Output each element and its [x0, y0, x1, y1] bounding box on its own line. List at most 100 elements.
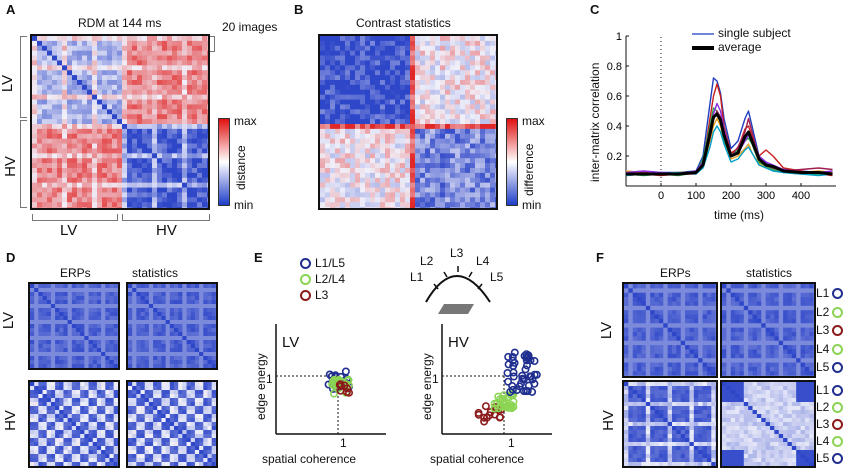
lv-scatter-point — [344, 388, 353, 397]
f-side-label-l1: L1 — [816, 284, 844, 303]
hv-scatter-point — [519, 387, 528, 396]
panel-letter-c: C — [590, 2, 600, 17]
series-line-average — [626, 112, 833, 176]
scatter-lv-xtick: 1 — [340, 436, 347, 450]
y-tick-label: 0.4 — [607, 121, 622, 133]
f-side-label-l4: L4 — [816, 340, 844, 359]
hv-scatter-point — [504, 352, 513, 361]
panel-letter-f: F — [596, 250, 604, 265]
legend-l1-l5: L1/L5 — [300, 256, 345, 270]
diagram-label-l4: L4 — [476, 254, 490, 268]
hv-scatter-point — [503, 368, 512, 377]
scatter-lv-title: LV — [282, 334, 300, 351]
f-hv-stats-matrix — [720, 380, 816, 468]
scatter-hv-xlabel: spatial coherence — [430, 452, 525, 466]
f-side-label-dot — [832, 385, 844, 397]
hv-scatter-point — [508, 356, 517, 365]
legend-l3-label: L3 — [315, 288, 329, 302]
panel-f-header-statistics: statistics — [746, 266, 793, 280]
lv-scatter-point — [335, 380, 344, 389]
diagram-label-l1: L1 — [410, 270, 424, 284]
diagram-label-l5: L5 — [490, 270, 504, 284]
f-side-label-dot — [832, 402, 844, 414]
f-side-label-text: L5 — [816, 451, 830, 465]
legend-l2-l4: L2/L4 — [300, 272, 345, 286]
f-side-label-dot — [832, 419, 844, 431]
hv-scatter-point — [480, 417, 489, 426]
x-tick-label: 100 — [687, 190, 705, 202]
f-side-label-text: L3 — [816, 417, 830, 431]
legend-l1-l5-label: L1/L5 — [315, 256, 346, 270]
contrast-matrix — [318, 34, 498, 210]
panel-d-header-statistics: statistics — [132, 266, 179, 280]
hv-scatter-point — [521, 365, 530, 374]
hv-scatter-point — [509, 361, 518, 370]
f-side-label-dot — [832, 306, 844, 318]
f-side-label-text: L3 — [816, 323, 830, 337]
scatter-lv-xlabel: spatial coherence — [262, 452, 357, 466]
hv-scatter-point — [532, 370, 541, 379]
f-side-label-dot — [832, 362, 844, 374]
hv-scatter-point — [481, 402, 490, 411]
x-tick-label: 200 — [722, 190, 740, 202]
lv-scatter-point — [343, 384, 352, 393]
hv-scatter-point — [524, 381, 533, 390]
x-tick-label: 400 — [792, 190, 810, 202]
f-side-label-l3: L3 — [816, 416, 844, 433]
f-side-label-l2: L2 — [816, 399, 844, 416]
f-side-label-l1: L1 — [816, 382, 844, 399]
f-side-label-l2: L2 — [816, 303, 844, 322]
hv-scatter-point — [526, 356, 535, 365]
col-label-lv: LV — [60, 222, 78, 239]
chart-xlabel: time (ms) — [714, 208, 764, 222]
d-hv-erps-matrix — [28, 380, 120, 468]
diagram-label-l2: L2 — [420, 254, 434, 268]
legend-single-subject-label: single subject — [718, 26, 791, 40]
panel-letter-a: A — [6, 2, 16, 17]
scatter-hv-ylabel: edge energy — [420, 353, 434, 420]
images-note: 20 images — [222, 20, 278, 34]
f-side-label-text: L2 — [816, 304, 830, 319]
panel-b-title: Contrast statistics — [356, 16, 451, 30]
legend-average-label: average — [718, 40, 762, 54]
diagram-label-l3: L3 — [450, 246, 464, 260]
d-hv-stats-matrix — [126, 380, 218, 468]
panel-f-header-erps: ERPs — [660, 266, 691, 280]
f-side-label-dot — [832, 325, 844, 337]
hv-scatter-point — [494, 392, 503, 401]
hv-scatter-point — [506, 387, 515, 396]
rdm-matrix — [30, 34, 210, 210]
col-bracket-hv — [122, 214, 210, 221]
f-side-label-text: L4 — [816, 341, 830, 356]
f-side-label-dot — [832, 343, 844, 355]
scatter-lv-ytick: 1 — [266, 372, 273, 386]
scatter-hv-title: HV — [448, 334, 469, 351]
y-tick-label: 0.6 — [607, 91, 622, 103]
f-hv-side-labels: L1 L2 L3 L4 L5 — [816, 382, 844, 467]
f-side-label-text: L1 — [816, 383, 830, 397]
f-side-label-dot — [832, 436, 844, 448]
legend-l2-l4-label: L2/L4 — [315, 272, 346, 286]
f-side-label-text: L1 — [816, 286, 830, 300]
d-lv-stats-matrix — [126, 282, 218, 370]
lv-scatter-point — [329, 389, 338, 398]
hv-scatter-point — [509, 402, 518, 411]
scatter-hv-xtick: 1 — [508, 436, 515, 450]
col-bracket-lv — [32, 214, 118, 221]
f-side-label-text: L5 — [816, 360, 830, 374]
panel-letter-b: B — [294, 2, 304, 17]
images-bracket — [206, 36, 215, 52]
lv-scatter-point — [341, 367, 350, 376]
f-lv-erps-matrix — [622, 282, 718, 378]
f-side-label-l3: L3 — [816, 321, 844, 340]
f-side-label-dot — [832, 288, 844, 300]
colorbar-difference — [506, 118, 518, 206]
hv-scatter-point — [515, 382, 524, 391]
legend-l3: L3 — [300, 288, 328, 302]
panel-letter-e: E — [254, 250, 263, 265]
panel-d-header-erps: ERPs — [60, 266, 91, 280]
scatter-lv-ylabel: edge energy — [254, 353, 268, 420]
